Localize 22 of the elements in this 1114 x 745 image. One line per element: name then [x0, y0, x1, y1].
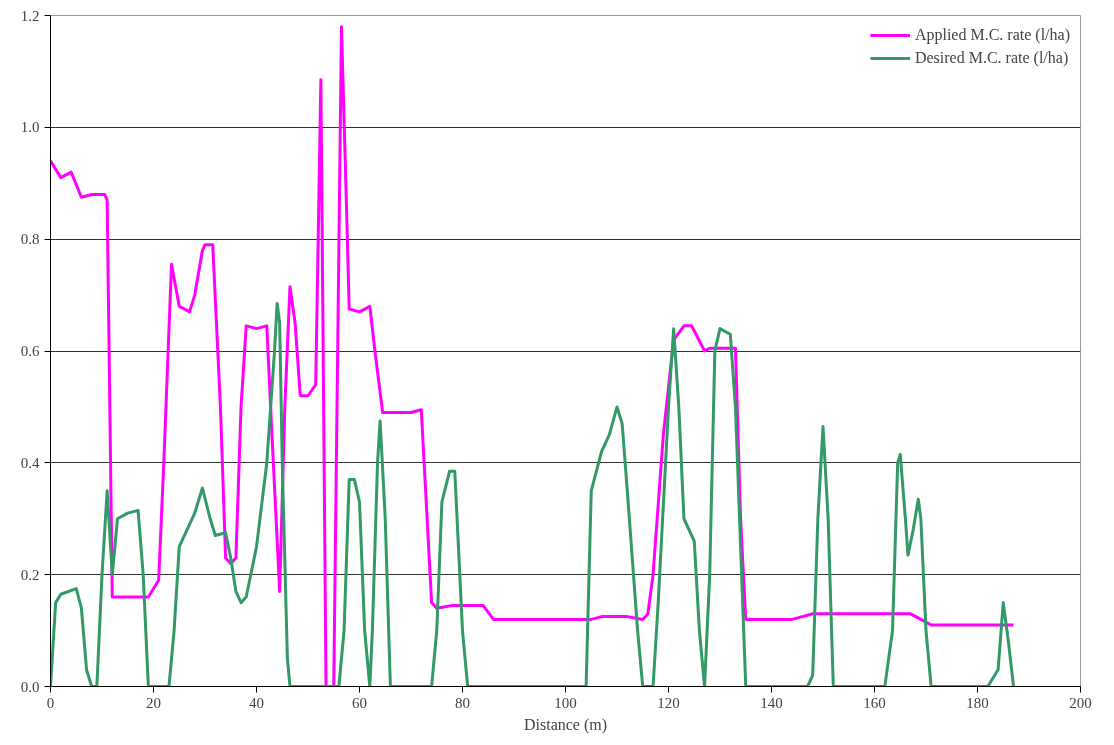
x-tick-label: 140	[760, 694, 783, 711]
x-tick-label: 180	[966, 694, 989, 711]
x-tick-label: 60	[352, 694, 367, 711]
y-tick-label: 0.8	[20, 231, 40, 248]
y-tick-label: 0.4	[20, 454, 40, 471]
y-tick-label: 0.2	[20, 566, 40, 583]
legend-label: Applied M.C. rate (l/ha)	[914, 26, 1070, 44]
x-tick-label: 200	[1069, 694, 1092, 711]
x-tick-label: 20	[146, 694, 161, 711]
x-axis-title: Distance (m)	[523, 715, 608, 734]
y-tick-label: 0.6	[20, 343, 40, 359]
legend-label: Desired M.C. rate (l/ha)	[914, 49, 1069, 67]
y-tick-label: 1.0	[20, 119, 40, 136]
x-tick-label: 80	[455, 694, 470, 711]
x-tick-label: 40	[249, 694, 264, 711]
line-series	[50, 301, 1016, 687]
y-tick-label: 0.0	[20, 678, 40, 695]
x-tick-label: 100	[554, 694, 577, 711]
y-tick-label: 1.2	[20, 7, 40, 24]
x-tick-label: 0	[46, 694, 55, 711]
x-tick-label: 160	[863, 694, 886, 711]
x-tick-label: 120	[657, 694, 680, 711]
